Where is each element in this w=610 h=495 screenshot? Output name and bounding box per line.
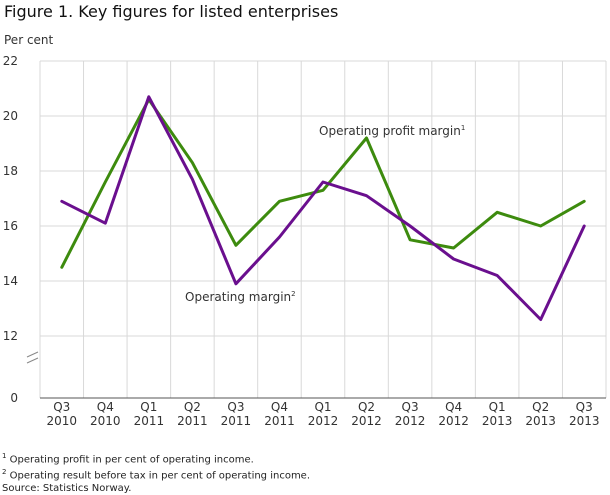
x-tick-quarter: Q3 bbox=[53, 400, 70, 414]
x-tick-year: 2012 bbox=[395, 414, 426, 428]
chart-title: Figure 1. Key figures for listed enterpr… bbox=[4, 2, 339, 21]
x-tick-quarter: Q4 bbox=[97, 400, 114, 414]
x-tick-year: 2012 bbox=[308, 414, 339, 428]
series-label-sup: 1 bbox=[461, 124, 465, 132]
x-tick-year: 2012 bbox=[351, 414, 382, 428]
footnote-1-text: Operating profit in per cent of operatin… bbox=[6, 454, 254, 466]
x-tick-year: 2013 bbox=[569, 414, 600, 428]
x-tick-year: 2011 bbox=[221, 414, 252, 428]
y-tick-label: 16 bbox=[3, 219, 18, 233]
source-note: Source: Statistics Norway. bbox=[2, 482, 132, 494]
series-label-text: Operating profit margin bbox=[319, 124, 461, 138]
y-tick-labels: 22 20 18 16 14 12 0 bbox=[3, 54, 18, 405]
y-tick-label: 14 bbox=[3, 274, 18, 288]
x-tick-labels: Q32010Q42010Q12011Q22011Q32011Q42011Q120… bbox=[46, 400, 599, 428]
x-tick-quarter: Q1 bbox=[140, 400, 157, 414]
series-line-2 bbox=[60, 95, 586, 321]
series-label-text: Operating margin bbox=[185, 290, 291, 304]
axis-break-mark bbox=[26, 351, 39, 358]
series-label-2: Operating margin2 bbox=[185, 290, 296, 304]
gridlines bbox=[26, 60, 607, 399]
y-axis-label: Per cent bbox=[4, 33, 54, 47]
x-tick-year: 2011 bbox=[264, 414, 295, 428]
y-tick-label: 0 bbox=[10, 391, 18, 405]
footnote-2-text: Operating result before tax in per cent … bbox=[6, 470, 311, 482]
series-lines bbox=[60, 95, 586, 321]
x-tick-quarter: Q2 bbox=[358, 400, 375, 414]
x-tick-year: 2011 bbox=[134, 414, 165, 428]
footnote-2-marker: 2 bbox=[2, 468, 7, 477]
x-tick-year: 2010 bbox=[90, 414, 121, 428]
x-tick-year: 2010 bbox=[46, 414, 77, 428]
x-tick-year: 2013 bbox=[525, 414, 556, 428]
footnote-2: 2 Operating result before tax in per cen… bbox=[2, 466, 310, 482]
axis-break-mark bbox=[26, 357, 39, 364]
y-tick-label: 18 bbox=[3, 164, 18, 178]
x-tick-year: 2013 bbox=[482, 414, 513, 428]
x-tick-quarter: Q2 bbox=[532, 400, 549, 414]
x-tick-quarter: Q4 bbox=[271, 400, 288, 414]
y-tick-label: 20 bbox=[3, 109, 18, 123]
x-tick-year: 2011 bbox=[177, 414, 208, 428]
series-label-1: Operating profit margin1 bbox=[319, 124, 465, 138]
x-tick-year: 2012 bbox=[438, 414, 469, 428]
x-tick-quarter: Q2 bbox=[184, 400, 201, 414]
footnote-1: 1 Operating profit in per cent of operat… bbox=[2, 450, 310, 466]
x-tick-quarter: Q3 bbox=[402, 400, 419, 414]
x-tick-quarter: Q1 bbox=[314, 400, 331, 414]
x-tick-quarter: Q4 bbox=[445, 400, 462, 414]
x-tick-quarter: Q3 bbox=[227, 400, 244, 414]
y-tick-label: 12 bbox=[3, 329, 18, 343]
series-label-sup: 2 bbox=[291, 290, 295, 298]
y-tick-label: 22 bbox=[3, 54, 18, 68]
x-tick-quarter: Q3 bbox=[576, 400, 593, 414]
series-annotations: Operating profit margin1 Operating margin… bbox=[185, 124, 465, 304]
x-tick-quarter: Q1 bbox=[489, 400, 506, 414]
footnote-1-marker: 1 bbox=[2, 452, 7, 460]
